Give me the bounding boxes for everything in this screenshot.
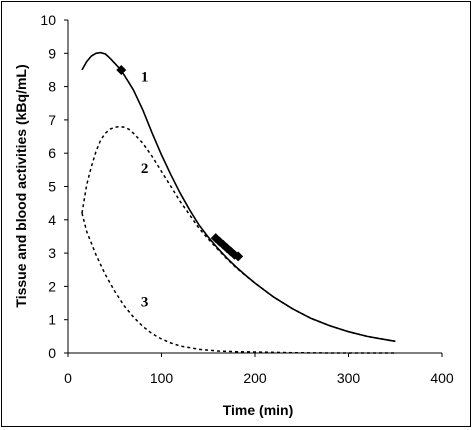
x-tick-label: 400 <box>430 370 454 386</box>
series-2-line <box>81 125 396 343</box>
y-tick-label: 1 <box>48 312 56 328</box>
y-tick-label: 5 <box>48 179 56 195</box>
y-tick-label: 8 <box>48 79 56 95</box>
x-tick-label: 200 <box>243 370 267 386</box>
y-tick-label: 6 <box>48 145 56 161</box>
y-tick-label: 0 <box>48 345 56 361</box>
curve-labels: 1 2 3 <box>141 70 149 311</box>
y-tick-label: 9 <box>48 45 56 61</box>
y-axis-label: Tissue and blood activities (kBq/mL) <box>13 64 29 307</box>
y-tick-label: 4 <box>48 212 56 228</box>
x-axis-label: Time (min) <box>223 402 294 418</box>
marker-layer <box>116 64 244 262</box>
x-tick-label: 300 <box>337 370 361 386</box>
curve-label-2: 2 <box>141 161 149 177</box>
data-point-marker <box>116 64 127 75</box>
x-tick-label: 100 <box>150 370 174 386</box>
series-layer <box>81 51 396 354</box>
series-3-line <box>81 212 396 354</box>
series-1-line <box>81 51 396 343</box>
y-tick-label: 7 <box>48 112 56 128</box>
data-point-marker <box>229 249 240 260</box>
data-point-marker <box>233 251 244 262</box>
y-tick-label: 3 <box>48 245 56 261</box>
y-tick-label: 10 <box>40 12 56 28</box>
curve-label-1: 1 <box>141 70 149 86</box>
y-tick-label: 2 <box>48 278 56 294</box>
x-tick-label: 0 <box>64 370 72 386</box>
curve-label-3: 3 <box>141 294 149 310</box>
